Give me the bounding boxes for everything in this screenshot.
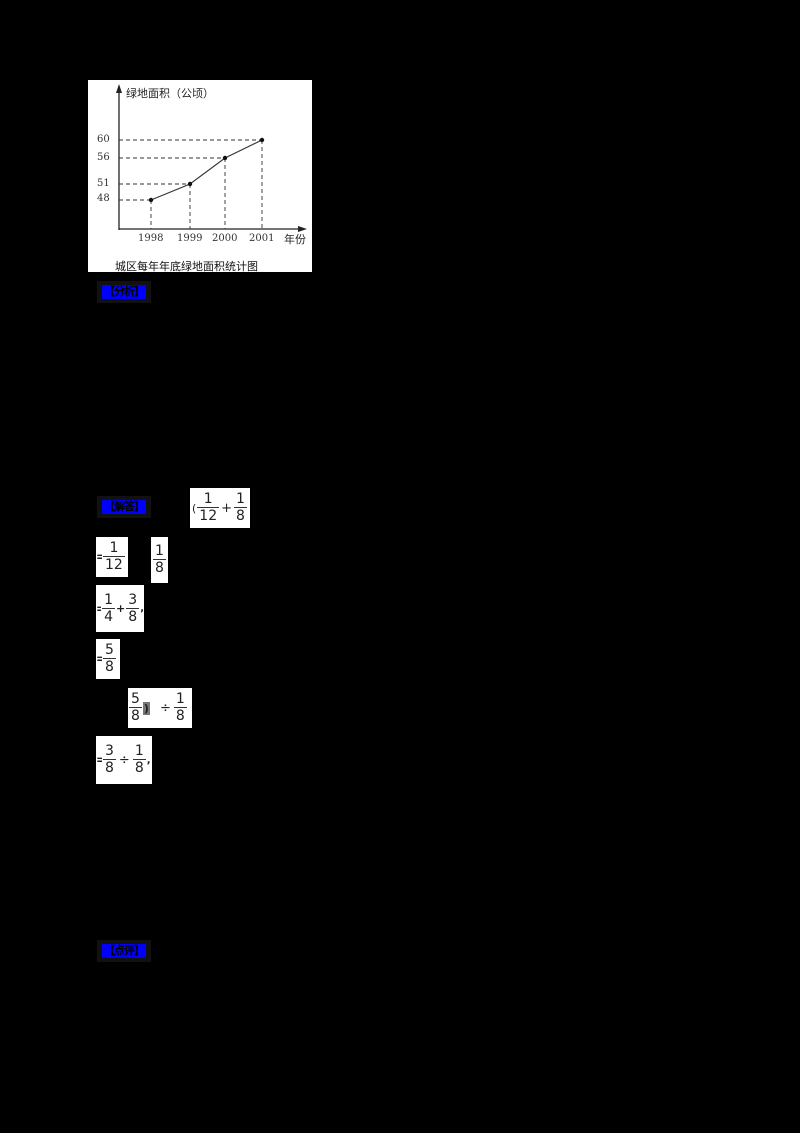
step-1-left: = 1 12 xyxy=(96,537,128,577)
line-chart: 绿地面积（公顷） 60 56 51 48 1998 1999 2000 2001… xyxy=(88,80,312,273)
x-tick-1998: 1998 xyxy=(138,233,164,244)
y-tick-56: 56 xyxy=(97,152,110,163)
y-axis-title: 绿地面积（公顷） xyxy=(126,87,214,100)
solution-badge: 【解答】 xyxy=(97,496,151,518)
solution-badge-label: 【解答】 xyxy=(102,500,146,514)
y-tick-51: 51 xyxy=(97,178,110,189)
chart-svg xyxy=(116,84,307,232)
x-axis-title: 年份 xyxy=(284,233,306,246)
x-tick-1999: 1999 xyxy=(177,233,203,244)
chart-caption: 城区每年年底绿地面积统计图 xyxy=(115,260,258,273)
y-tick-60: 60 xyxy=(97,134,110,145)
x-tick-2001: 2001 xyxy=(249,233,275,244)
y-axis-arrow-icon xyxy=(116,84,122,93)
fraction: 1 12 xyxy=(197,491,220,524)
comment-badge-label: 【点评】 xyxy=(102,944,146,958)
x-axis-arrow-icon xyxy=(298,226,307,232)
x-tick-2000: 2000 xyxy=(212,233,238,244)
fraction: 1 12 xyxy=(103,540,125,573)
y-tick-48: 48 xyxy=(97,193,110,204)
comment-badge: 【点评】 xyxy=(97,940,151,962)
analysis-badge-label: 【分析】 xyxy=(102,285,146,299)
analysis-badge: 【分析】 xyxy=(97,281,151,303)
